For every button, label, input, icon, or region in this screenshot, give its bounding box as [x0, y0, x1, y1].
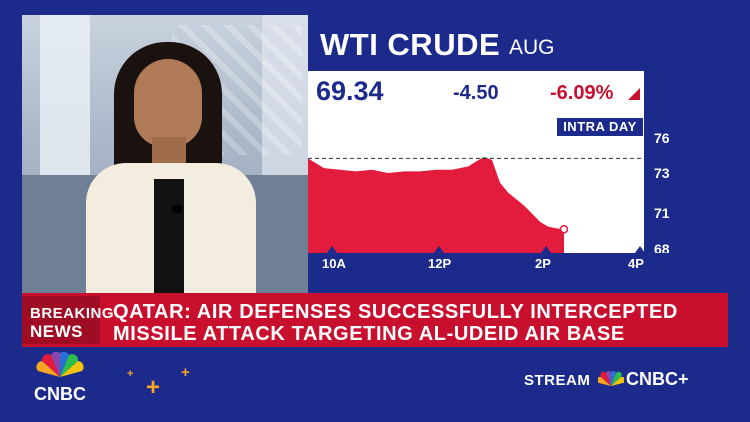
news-label: NEWS [30, 322, 83, 341]
headline-line-1: QATAR: AIR DEFENSES SUCCESSFULLY INTERCE… [113, 301, 678, 323]
headline-line-2: MISSILE ATTACK TARGETING AL-UDEID AIR BA… [113, 323, 625, 345]
percent-change: -6.09% [550, 82, 614, 104]
y-tick-label: 71 [654, 205, 670, 221]
x-tick-marker [434, 246, 444, 253]
anchor-face [134, 59, 202, 147]
price-area [308, 156, 564, 253]
plus-decoration: + [181, 364, 190, 381]
news-anchor [86, 37, 256, 293]
anchor-top [154, 179, 184, 293]
plus-decoration: + [127, 368, 134, 380]
net-change: -4.50 [453, 82, 499, 104]
contract-month: AUG [509, 36, 555, 59]
x-tick-label: 12P [428, 256, 452, 271]
y-axis [644, 115, 728, 253]
plus-decoration: + [146, 374, 161, 401]
stream-service-logo: CNBC+ [626, 369, 689, 389]
breaking-news-banner [22, 293, 728, 347]
peacock-icon [36, 351, 84, 377]
y-tick-label: 76 [654, 130, 670, 146]
x-tick-marker [541, 246, 551, 253]
breaking-news-label-box [22, 296, 100, 344]
network-logo-text: CNBC [34, 384, 86, 404]
quote-bar: 69.34 -4.50 -6.09% [308, 71, 644, 115]
last-price: 69.34 [316, 76, 384, 106]
stream-label: STREAM [524, 372, 591, 389]
breaking-label: BREAKING [30, 305, 115, 322]
down-triangle-icon [628, 88, 640, 100]
cnbc-logo [22, 347, 98, 411]
anchor-video [22, 15, 308, 293]
y-tick-label: 73 [654, 165, 670, 181]
chart-label: INTRA DAY [557, 118, 643, 136]
x-axis [308, 253, 728, 275]
x-tick-marker [327, 246, 337, 253]
x-tick-marker [635, 246, 645, 253]
ticker-header: WTI CRUDE AUG [308, 15, 728, 71]
chart-svg [308, 156, 644, 253]
commodity-title: WTI CRUDE [320, 27, 501, 62]
x-tick-label: 4P [628, 256, 644, 271]
intraday-chart [308, 115, 644, 253]
x-tick-label: 10A [322, 256, 346, 271]
x-tick-label: 2P [535, 256, 551, 271]
lapel-mic [172, 205, 182, 213]
peacock-icon [598, 371, 624, 386]
last-price-marker [559, 224, 569, 234]
